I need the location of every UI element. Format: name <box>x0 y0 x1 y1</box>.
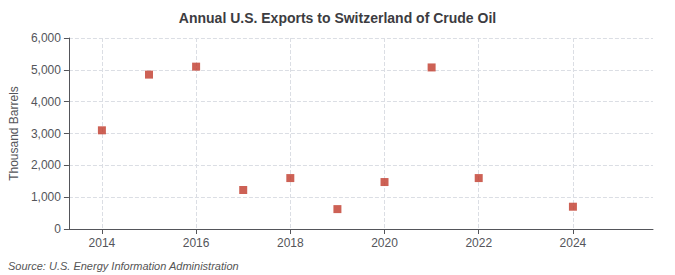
svg-text:0: 0 <box>54 222 61 236</box>
svg-text:2018: 2018 <box>277 236 304 250</box>
svg-text:2020: 2020 <box>371 236 398 250</box>
svg-text:2016: 2016 <box>183 236 210 250</box>
svg-text:2024: 2024 <box>560 236 587 250</box>
svg-text:6,000: 6,000 <box>31 31 61 45</box>
svg-text:3,000: 3,000 <box>31 127 61 141</box>
svg-text:Annual U.S. Exports to Switzer: Annual U.S. Exports to Switzerland of Cr… <box>179 10 496 26</box>
svg-text:Source: U.S. Energy Informatio: Source: U.S. Energy Information Administ… <box>8 260 239 272</box>
svg-text:2022: 2022 <box>465 236 492 250</box>
svg-text:Thousand Barrels: Thousand Barrels <box>7 86 21 181</box>
svg-text:5,000: 5,000 <box>31 63 61 77</box>
svg-text:2,000: 2,000 <box>31 158 61 172</box>
svg-text:4,000: 4,000 <box>31 95 61 109</box>
svg-text:2014: 2014 <box>89 236 116 250</box>
svg-text:1,000: 1,000 <box>31 190 61 204</box>
